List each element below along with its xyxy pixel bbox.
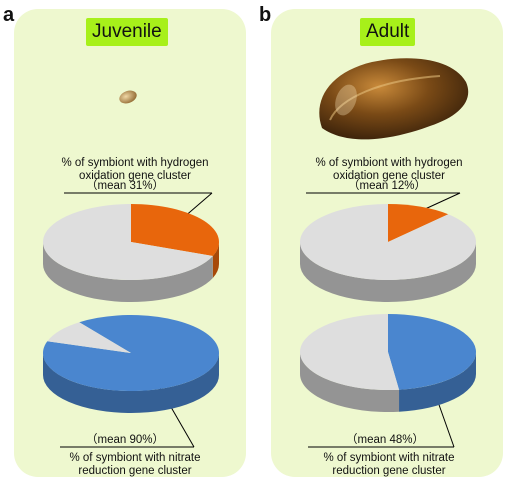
pie-side-1-0 [212,242,219,278]
pie-slice-1-without [43,204,213,280]
pie-slice-2-without [47,322,132,353]
mean-label-adult-nitrate: （mean 48%） [346,434,424,446]
pie-side-2-1 [43,353,219,413]
mean-label-juvenile-nitrate: （mean 90%） [86,434,164,446]
nitrate-label-adult-line2: reduction gene cluster [332,465,446,477]
panel-letter-a: a [3,4,15,26]
nitrate-label-juvenile-line2: reduction gene cluster [78,465,192,477]
pie-chart-2 [43,315,220,413]
hydrogen-label-adult: % of symbiont with hydrogen oxidation ge… [294,157,484,183]
panel-letter-b: b [259,4,272,26]
panel-title-adult: Adult [360,18,416,46]
pie-chart-1 [43,204,219,303]
pie-slice-4-with-cluster [388,314,477,390]
mean-label-adult-hydrogen: （mean 12%） [348,180,426,192]
panel-title-juvenile: Juvenile [86,18,168,46]
nitrate-label-adult: % of symbiont with nitrate reduction gen… [294,452,484,478]
pie-slice-4-without [300,314,400,390]
nitrate-label-adult-line1: % of symbiont with nitrate [323,452,455,464]
nitrate-label-juvenile: % of symbiont with nitrate reduction gen… [40,452,230,478]
pie-chart-4 [300,314,477,412]
pie-slice-1-with-cluster [131,204,219,256]
adult-mussel-image [319,58,469,140]
pie-side-3-1 [300,242,476,302]
pie-chart-3 [300,204,477,302]
pie-side-1-1 [43,242,213,303]
pie-side-4-0 [399,352,477,412]
hydrogen-label-adult-line2: oxidation gene cluster [333,170,445,182]
juvenile-mussel-image [119,90,137,104]
hydrogen-label-juvenile-line2: oxidation gene cluster [79,170,191,182]
pie-slice-3-with-cluster [388,204,449,242]
hydrogen-label-juvenile-line1: % of symbiont with hydrogen [61,157,209,169]
hydrogen-label-juvenile: % of symbiont with hydrogen oxidation ge… [40,157,230,183]
mean-label-juvenile-hydrogen: （mean 31%） [86,180,164,192]
nitrate-label-juvenile-line1: % of symbiont with nitrate [69,452,201,464]
hydrogen-label-adult-line1: % of symbiont with hydrogen [315,157,463,169]
pie-slice-3-without [300,204,477,281]
pie-side-4-1 [300,352,400,412]
